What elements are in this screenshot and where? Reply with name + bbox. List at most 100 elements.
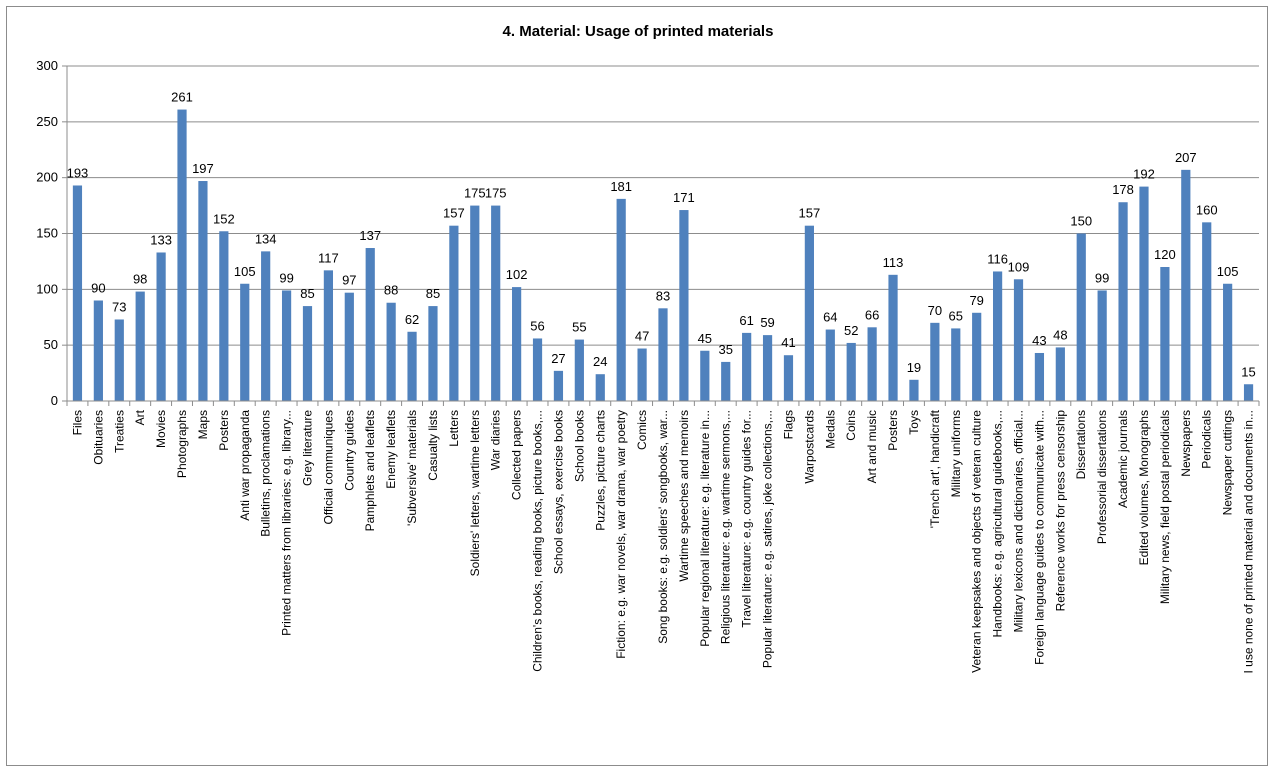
bar — [344, 292, 354, 401]
data-label: 102 — [506, 267, 528, 282]
data-label: 105 — [1217, 264, 1239, 279]
data-label: 134 — [255, 231, 277, 246]
bar — [449, 225, 459, 401]
x-axis: Files Obituaries Treaties Art Movies Photogra… — [66, 400, 1260, 674]
data-label: 116 — [987, 251, 1008, 266]
data-label: 35 — [719, 342, 733, 357]
x-category-label: War diaries — [489, 410, 503, 470]
x-category-label: Comics — [635, 410, 649, 450]
bar — [783, 355, 794, 401]
data-label: 90 — [91, 281, 105, 296]
data-label: 59 — [760, 315, 774, 330]
bar — [804, 225, 814, 401]
bar — [679, 210, 689, 401]
bar — [156, 252, 166, 401]
bar — [1013, 279, 1024, 401]
x-category-label: Dissertations — [1074, 410, 1088, 479]
data-label: 137 — [359, 228, 381, 243]
bar — [992, 271, 1003, 401]
chart-title: 4. Material: Usage of printed materials — [502, 23, 774, 40]
x-category-label: Handbooks: e.g. agricultural guidebooks,… — [991, 410, 1005, 637]
bar — [951, 328, 961, 401]
data-label: 65 — [949, 308, 963, 323]
x-category-label: 'Trench art', handicraft — [928, 409, 942, 528]
data-label: 15 — [1241, 364, 1255, 379]
x-category-label: Fiction: e.g. war novels, war drama, war… — [614, 410, 628, 659]
bar — [1034, 352, 1045, 401]
bar — [1223, 283, 1233, 401]
y-tick-label: 200 — [36, 170, 58, 185]
bar — [742, 332, 752, 401]
bar — [658, 308, 668, 401]
x-category-label: Pamphlets and leaflets — [363, 410, 377, 531]
bar — [1160, 267, 1170, 401]
bar — [512, 287, 522, 401]
data-label: 85 — [426, 286, 440, 301]
data-label: 79 — [969, 293, 983, 308]
x-category-label: Treaties — [112, 410, 126, 453]
bar — [93, 300, 103, 401]
data-label: 52 — [844, 323, 858, 338]
y-tick-label: 150 — [36, 226, 58, 241]
data-label: 85 — [300, 286, 314, 301]
bar — [700, 350, 710, 401]
data-label: 261 — [171, 90, 193, 105]
x-category-label: Puzzles, picture charts — [593, 410, 607, 531]
bar — [240, 283, 250, 401]
data-label: 105 — [234, 264, 256, 279]
x-category-label: Bulletins, proclamations — [259, 410, 273, 537]
y-tick-label: 50 — [44, 337, 58, 352]
x-category-label: Flags — [781, 410, 795, 439]
x-category-label: Photographs — [175, 410, 189, 478]
bar — [909, 379, 919, 401]
bar — [846, 342, 856, 401]
data-label: 24 — [593, 354, 607, 369]
data-label: 152 — [213, 211, 235, 226]
data-label: 109 — [1008, 259, 1030, 274]
bar — [198, 181, 208, 401]
data-label: 47 — [635, 329, 649, 344]
data-label: 181 — [610, 179, 632, 194]
x-category-label: School books — [572, 410, 586, 482]
data-label: 99 — [1095, 270, 1109, 285]
x-category-label: Popular literature: e.g. satires, joke c… — [761, 410, 775, 668]
x-category-label: Letters — [447, 410, 461, 447]
x-category-label: Foreign language guides to communicate w… — [1032, 410, 1046, 665]
x-category-label: Collected papers — [510, 410, 524, 500]
data-label: 150 — [1070, 214, 1092, 229]
y-axis: 0 50 100 150 200 250 300 — [36, 58, 68, 408]
bar — [1097, 290, 1107, 401]
x-category-label: Country guides — [342, 410, 356, 491]
data-label: 117 — [318, 250, 339, 265]
data-label: 157 — [799, 206, 821, 221]
bar — [281, 290, 292, 401]
bars — [72, 109, 1254, 402]
data-label: 160 — [1196, 202, 1218, 217]
x-category-label: Periodicals — [1200, 410, 1214, 469]
y-tick-label: 0 — [51, 393, 58, 408]
data-label: 62 — [405, 312, 419, 327]
data-label: 43 — [1032, 333, 1046, 348]
bar — [470, 205, 480, 401]
x-category-label: Reference works for press censorship — [1053, 410, 1067, 612]
data-label: 41 — [781, 335, 795, 350]
bar — [1181, 169, 1191, 401]
data-label: 120 — [1154, 247, 1176, 262]
data-label: 197 — [192, 161, 214, 176]
x-category-label: Veteran keepsakes and objects of veteran… — [970, 410, 984, 673]
bar — [574, 339, 584, 401]
x-category-label: Official communiques — [321, 410, 335, 525]
y-tick-label: 300 — [36, 58, 58, 73]
data-label: 171 — [673, 190, 695, 205]
bar — [1202, 222, 1212, 401]
bar — [1055, 347, 1065, 401]
bar — [825, 329, 835, 401]
bar — [261, 251, 271, 401]
x-category-label: Medals — [823, 410, 837, 449]
bar — [532, 338, 543, 401]
bar — [386, 302, 396, 401]
data-label: 175 — [464, 186, 486, 201]
bar — [407, 331, 417, 401]
bar — [762, 335, 773, 401]
data-label: 27 — [551, 351, 565, 366]
